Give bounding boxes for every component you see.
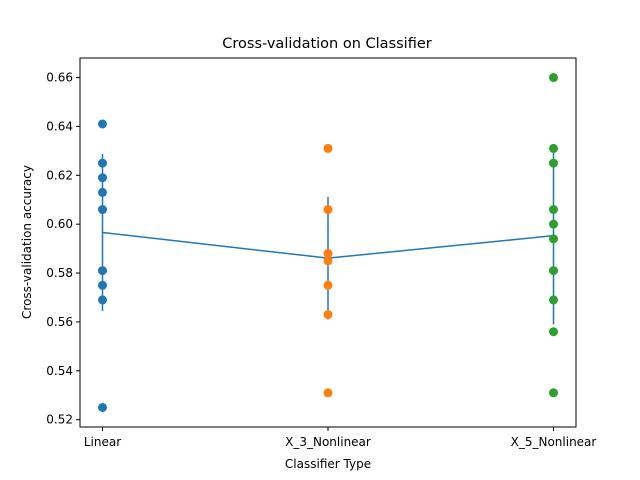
y-tick-label: 0.54 (46, 364, 73, 378)
y-axis-label: Cross-validation accuracy (20, 165, 34, 319)
data-point (98, 266, 107, 276)
data-point (98, 158, 107, 168)
y-tick-label: 0.66 (46, 71, 73, 85)
data-point (98, 205, 107, 215)
data-point (323, 388, 333, 398)
error-bars (101, 146, 555, 325)
x-axis: Linear X_3_Nonlinear X_5_Nonlinear (84, 427, 597, 449)
y-tick-label: 0.56 (46, 315, 73, 329)
data-point (549, 73, 558, 83)
data-point (323, 256, 333, 266)
y-axis: 0.52 0.54 0.56 0.58 0.60 0.62 0.64 0.66 (46, 71, 80, 427)
y-tick-label: 0.60 (46, 217, 73, 231)
data-point (98, 187, 107, 197)
data-point (323, 143, 333, 153)
data-point (98, 280, 107, 290)
data-point (549, 388, 558, 398)
x-tick-label: X_3_Nonlinear (285, 435, 371, 449)
x-tick-label: X_5_Nonlinear (511, 435, 597, 449)
data-point (549, 266, 558, 276)
data-point (549, 295, 558, 305)
y-tick-label: 0.58 (46, 266, 73, 280)
x-axis-label: Classifier Type (285, 457, 371, 471)
chart-title: Cross-validation on Classifier (222, 36, 431, 52)
x-tick-label: Linear (84, 435, 121, 449)
data-points (98, 73, 558, 412)
data-point (98, 402, 107, 412)
data-point (323, 248, 333, 258)
data-point (549, 143, 558, 153)
y-tick-label: 0.52 (46, 413, 73, 427)
y-tick-label: 0.62 (46, 168, 73, 182)
data-point (323, 310, 333, 320)
y-tick-label: 0.64 (46, 119, 73, 133)
data-point (98, 119, 107, 129)
data-point (549, 219, 558, 229)
data-point (98, 173, 107, 183)
data-point (549, 158, 558, 168)
data-point (323, 205, 333, 215)
data-point (549, 205, 558, 215)
data-point (549, 234, 558, 244)
data-point (98, 295, 107, 305)
data-point (323, 280, 333, 290)
data-point (549, 327, 558, 337)
